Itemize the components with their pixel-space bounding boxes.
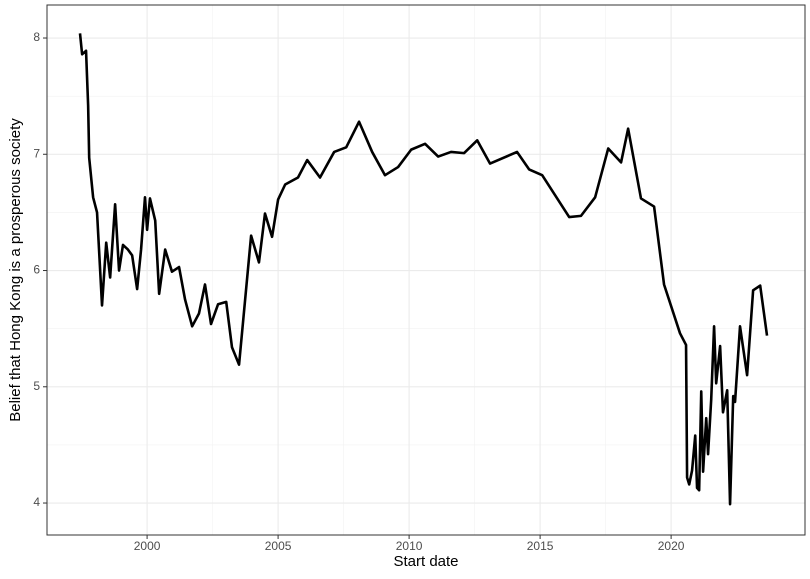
y-tick-label: 5 [33,379,40,393]
x-tick-label: 2005 [265,539,292,553]
x-tick-label: 2000 [134,539,161,553]
y-axis-title: Belief that Hong Kong is a prosperous so… [7,118,24,422]
y-tick-label: 8 [33,30,40,44]
x-tick-label: 2015 [527,539,554,553]
panel-border [46,4,806,536]
y-tick-label: 4 [33,495,40,509]
x-tick-label: 2020 [658,539,685,553]
y-tick-label: 7 [33,146,40,160]
x-axis-title: Start date [393,553,458,570]
y-tick-label: 6 [33,263,40,277]
data-line [78,33,769,506]
x-tick-label: 2010 [396,539,423,553]
